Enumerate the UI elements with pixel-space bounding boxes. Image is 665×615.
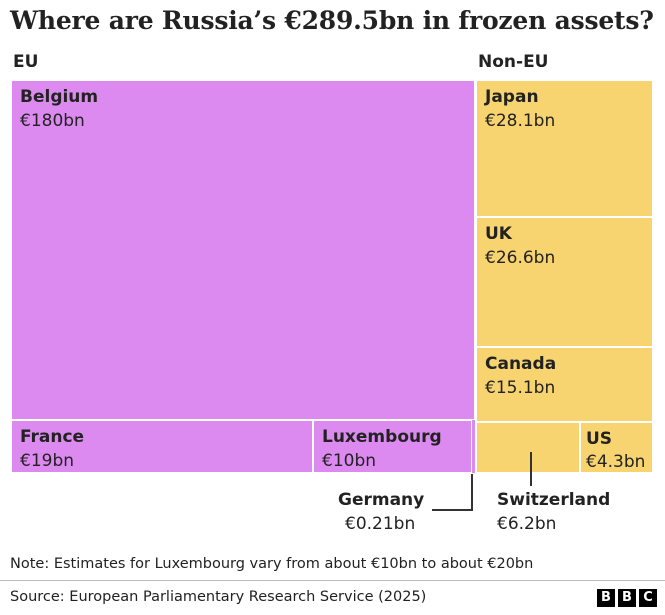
tile-us: US €4.3bn (580, 422, 653, 473)
group-label-eu: EU (13, 52, 39, 72)
tile-label-japan: Japan (485, 87, 539, 107)
tile-belgium: Belgium €180bn (11, 80, 475, 420)
chart-note: Note: Estimates for Luxembourg vary from… (10, 556, 534, 572)
tile-value-uk: €26.6bn (485, 248, 556, 268)
germany-leader-line (432, 509, 472, 511)
tile-canada: Canada €15.1bn (476, 347, 653, 422)
tile-france: France €19bn (11, 420, 313, 473)
tile-label-us: US (586, 429, 613, 449)
tile-value-france: €19bn (20, 451, 75, 471)
chart-source: Source: European Parliamentary Research … (10, 589, 427, 605)
footer-divider (0, 580, 665, 581)
tile-japan: Japan €28.1bn (476, 80, 653, 217)
tile-value-belgium: €180bn (20, 111, 85, 131)
bbc-logo: B B C (597, 589, 657, 607)
tile-label-uk: UK (485, 224, 512, 244)
tile-value-luxembourg: €10bn (322, 451, 377, 471)
bbc-logo-letter: B (618, 589, 636, 607)
tile-label-germany: Germany (338, 490, 425, 510)
tile-value-switzerland: €6.2bn (497, 514, 557, 534)
chart-title: Where are Russia’s €289.5bn in frozen as… (10, 6, 654, 35)
tile-label-canada: Canada (485, 354, 557, 374)
group-label-non-eu: Non-EU (478, 52, 549, 72)
tile-label-france: France (20, 427, 85, 447)
tile-luxembourg: Luxembourg €10bn (313, 420, 472, 473)
tile-value-germany: €0.21bn (345, 514, 416, 534)
tile-germany (472, 420, 475, 473)
tile-value-japan: €28.1bn (485, 111, 556, 131)
switzerland-leader-line (530, 452, 532, 486)
tile-label-belgium: Belgium (20, 87, 99, 107)
tile-label-luxembourg: Luxembourg (322, 427, 442, 447)
tile-switzerland (476, 422, 580, 473)
tile-label-switzerland: Switzerland (497, 490, 611, 510)
tile-value-canada: €15.1bn (485, 378, 556, 398)
bbc-logo-letter: B (597, 589, 615, 607)
tile-value-us: €4.3bn (586, 452, 646, 472)
tile-uk: UK €26.6bn (476, 217, 653, 347)
bbc-logo-letter: C (639, 589, 657, 607)
germany-leader-line (471, 474, 473, 511)
